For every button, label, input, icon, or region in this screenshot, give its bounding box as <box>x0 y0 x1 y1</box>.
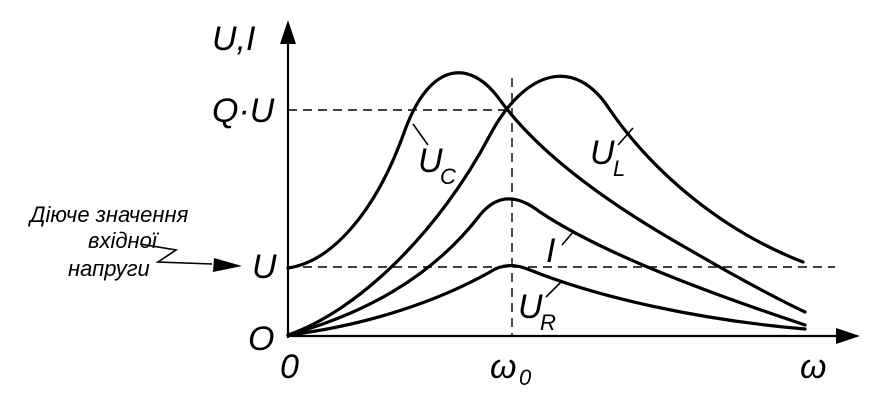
origin-x-label: 0 <box>280 348 299 386</box>
curve-i <box>286 197 807 337</box>
y-axis-label: U,I <box>212 20 256 58</box>
curve-ur <box>286 264 807 337</box>
annotation-line-1: Діюче значення <box>27 202 189 227</box>
annotation-line-2: вхідної <box>88 228 160 253</box>
ur-subscript: R <box>540 310 556 335</box>
uc-subscript: C <box>440 164 456 189</box>
ul-label: U <box>590 134 615 172</box>
qu-label: Q·U <box>212 92 275 130</box>
x-axis-arrow-icon <box>836 328 860 344</box>
annotation-line-3: напруги <box>68 256 150 281</box>
uc-label: U <box>418 142 443 180</box>
resonance-label: ω <box>490 348 516 386</box>
resonance-subscript: 0 <box>519 365 532 390</box>
ur-leader <box>545 281 562 298</box>
i-label: I <box>546 232 556 270</box>
annotation-pointer <box>139 243 213 265</box>
y-axis-arrow-icon <box>280 20 296 44</box>
ul-leader <box>617 127 634 146</box>
x-axis-label: ω <box>800 348 826 386</box>
ur-label: U <box>518 288 543 326</box>
origin-y-label: O <box>248 320 274 358</box>
i-leader <box>561 230 575 246</box>
annotation-arrow-icon <box>213 258 242 272</box>
uc-leader <box>412 123 429 146</box>
ul-subscript: L <box>613 156 625 181</box>
u-label: U <box>252 248 277 286</box>
curve-ul <box>286 74 805 337</box>
curve-uc <box>286 71 807 314</box>
